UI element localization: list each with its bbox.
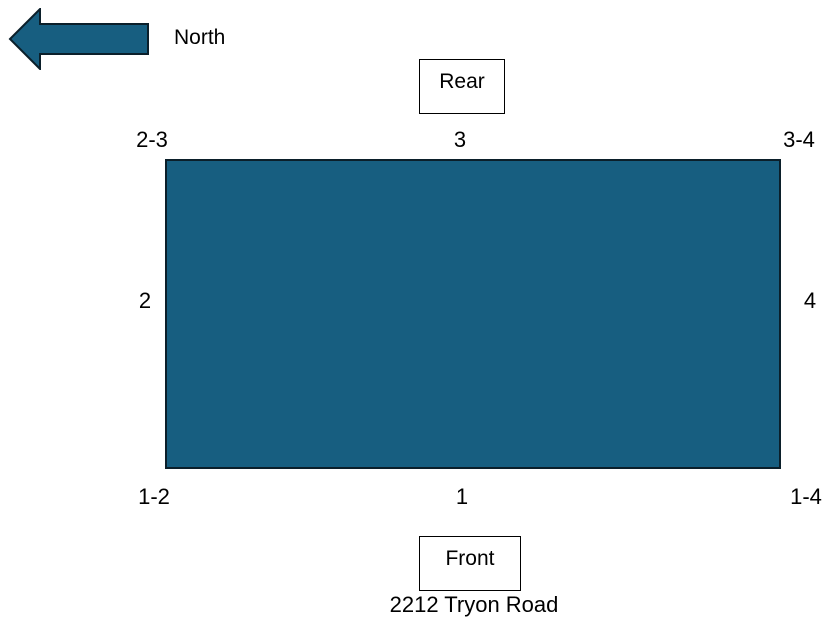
building-footprint [165,159,781,469]
rear-label-box: Rear [419,59,505,114]
side-3-label: 3 [453,127,467,152]
corner-1-4-label: 1-4 [790,484,822,509]
corner-3-4-label: 3-4 [783,127,815,152]
corner-1-2-label: 1-2 [138,484,170,509]
north-label: North [174,26,226,49]
corner-2-3-label: 2-3 [136,127,168,152]
arrow-left-icon [8,8,149,70]
address-label: 2212 Tryon Road [389,592,559,617]
side-4-label: 4 [803,288,817,313]
front-label-box: Front [419,536,521,591]
side-2-label: 2 [138,288,152,313]
rear-label: Rear [439,69,485,93]
north-arrow-shape [8,8,149,70]
front-label: Front [445,546,495,570]
side-1-label: 1 [455,484,469,509]
